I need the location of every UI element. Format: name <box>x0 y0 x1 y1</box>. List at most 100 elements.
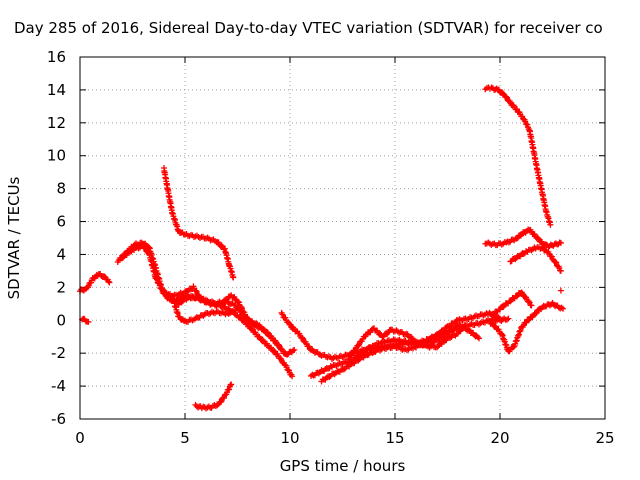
y-tick-label: 0 <box>56 311 66 329</box>
data-point <box>223 297 230 304</box>
grid-lines <box>80 57 605 419</box>
data-point <box>248 324 255 331</box>
data-point <box>512 256 519 263</box>
data-point <box>228 381 235 388</box>
data-point <box>277 355 284 362</box>
data-point <box>557 267 564 274</box>
data-point <box>218 398 225 405</box>
y-tick-label: -2 <box>51 344 66 362</box>
data-point <box>369 350 376 357</box>
data-points <box>77 84 566 412</box>
axis-ticks: 0 5 10 15 20 25 -6 -4 -2 0 2 4 6 8 10 12 14 16 <box>47 48 615 447</box>
data-point <box>513 235 520 242</box>
data-point <box>279 311 286 318</box>
data-point <box>547 221 554 228</box>
data-point <box>221 395 227 402</box>
x-tick-label: 25 <box>595 429 614 447</box>
data-point <box>105 278 112 285</box>
data-point <box>276 343 283 350</box>
data-point <box>510 343 517 350</box>
data-point <box>504 316 510 323</box>
data-point <box>505 315 512 322</box>
data-point <box>557 287 564 294</box>
data-point <box>345 355 352 362</box>
y-tick-label: 6 <box>56 213 66 231</box>
data-point <box>355 357 362 364</box>
series-arc-7 <box>161 165 237 281</box>
data-point <box>497 315 503 322</box>
data-point <box>327 363 334 370</box>
series-arc-11 <box>318 309 503 385</box>
data-point <box>291 346 298 353</box>
y-tick-label: -6 <box>51 410 66 428</box>
data-point <box>239 305 245 312</box>
series-arc-17 <box>488 289 535 319</box>
x-tick-label: 10 <box>280 429 299 447</box>
data-point <box>100 273 107 280</box>
data-point <box>560 305 566 312</box>
chart-title: Day 285 of 2016, Sidereal Day-to-day VTE… <box>14 19 603 37</box>
y-tick-label: 14 <box>47 81 66 99</box>
x-tick-label: 15 <box>385 429 404 447</box>
data-point <box>271 348 278 355</box>
data-point <box>217 399 224 406</box>
data-point <box>534 234 541 241</box>
data-point <box>340 366 347 373</box>
data-point <box>434 344 440 351</box>
data-point <box>119 255 125 262</box>
plot-frame <box>79 56 606 420</box>
data-point <box>557 239 564 246</box>
data-point <box>290 347 296 354</box>
series-arc-8 <box>192 381 235 412</box>
data-point <box>495 314 502 321</box>
data-point <box>356 341 363 348</box>
data-point <box>528 302 535 309</box>
data-point <box>193 288 200 295</box>
series-arc-14 <box>482 226 564 251</box>
data-point <box>299 334 305 341</box>
data-point <box>461 322 468 329</box>
data-point <box>263 329 270 336</box>
data-point <box>445 323 452 330</box>
data-point <box>553 259 560 266</box>
data-point <box>232 307 239 314</box>
x-tick-label: 5 <box>180 429 190 447</box>
series-arc-4 <box>119 242 283 350</box>
data-point <box>439 328 446 335</box>
data-point <box>184 288 191 295</box>
series-arc-5 <box>161 287 296 380</box>
y-tick-label: 16 <box>47 48 66 66</box>
y-tick-label: 12 <box>47 114 66 132</box>
series-arc-6 <box>171 300 239 325</box>
data-point <box>326 373 333 380</box>
data-point <box>489 312 496 319</box>
data-point <box>503 94 510 101</box>
x-tick-label: 20 <box>490 429 509 447</box>
series-arc-18 <box>557 287 564 294</box>
data-point <box>525 298 532 305</box>
y-axis-label: SDTVAR / TECUs <box>5 176 23 299</box>
data-point <box>289 373 296 380</box>
data-point <box>230 274 237 281</box>
series-arc-16 <box>486 299 566 355</box>
data-point <box>162 289 169 296</box>
series-arc-15 <box>507 243 564 274</box>
data-point <box>154 276 160 283</box>
data-point <box>525 317 532 324</box>
data-point <box>503 93 509 100</box>
y-tick-label: 8 <box>56 180 66 198</box>
data-point <box>286 320 293 327</box>
series-arc-1 <box>77 270 113 295</box>
data-point <box>106 279 113 286</box>
data-point <box>192 287 199 294</box>
data-point <box>218 242 225 249</box>
data-point <box>163 290 170 297</box>
data-point <box>355 342 362 349</box>
y-tick-label: 2 <box>56 278 66 296</box>
data-point <box>476 335 482 342</box>
x-axis-label: GPS time / hours <box>280 457 406 475</box>
data-point <box>178 299 185 306</box>
data-point <box>236 299 242 306</box>
data-point <box>299 335 306 342</box>
